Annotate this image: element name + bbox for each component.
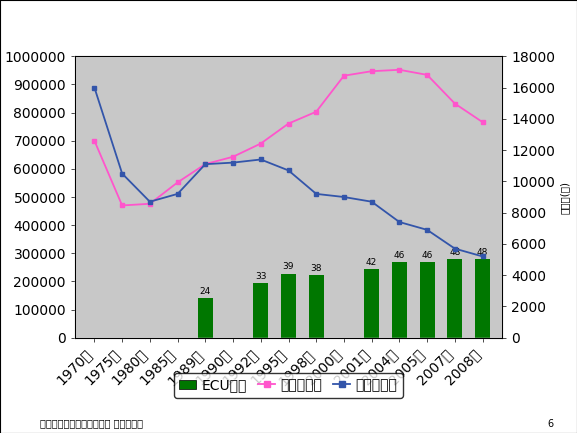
Bar — [364, 269, 379, 338]
Bar — [475, 259, 490, 338]
Bar — [419, 262, 434, 338]
Text: 33: 33 — [255, 272, 267, 281]
Bar — [392, 262, 407, 338]
Text: 24: 24 — [200, 287, 211, 296]
Bar — [253, 284, 268, 338]
Text: 48: 48 — [477, 248, 488, 257]
Y-axis label: 死者数(人): 死者数(人) — [559, 181, 569, 213]
Text: 46: 46 — [421, 251, 433, 260]
Legend: ECUの数, 交通事故数, 交通事故死: ECUの数, 交通事故数, 交通事故死 — [174, 373, 403, 398]
Bar — [447, 259, 463, 338]
Text: 出典：警視庁、立命館大学 佐伯靖雄氏: 出典：警視庁、立命館大学 佐伯靖雄氏 — [40, 419, 144, 429]
Text: 38: 38 — [310, 264, 322, 273]
Text: 48: 48 — [449, 248, 460, 257]
Text: 42: 42 — [366, 258, 377, 267]
Bar — [309, 275, 324, 338]
Bar — [198, 298, 213, 338]
Text: 6: 6 — [548, 419, 554, 429]
Text: 39: 39 — [283, 262, 294, 271]
Bar — [281, 274, 296, 338]
Text: 46: 46 — [394, 251, 405, 260]
